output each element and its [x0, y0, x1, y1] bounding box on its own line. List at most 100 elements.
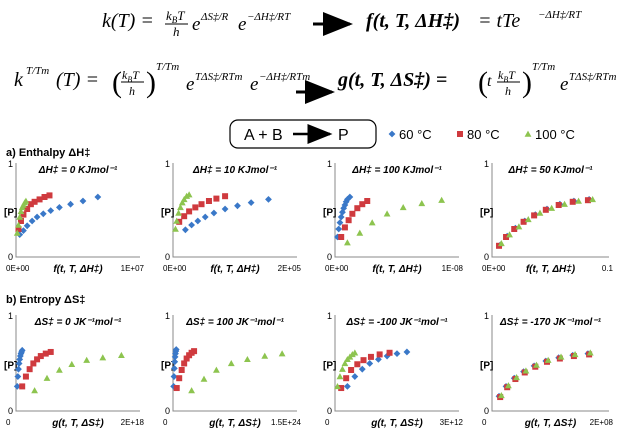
legend-label: 60 °C [399, 127, 432, 142]
data-point [522, 367, 530, 374]
data-point [338, 234, 345, 240]
data-point [334, 383, 341, 390]
panels: 1 0 [P] ΔH‡ = 0 KJmol⁻¹ 0E+00 1E+07 f(t, T, ΔH… [4, 159, 614, 429]
axis-lines [15, 315, 140, 412]
data-point [335, 225, 343, 233]
axis-lines [491, 163, 609, 258]
data-point [16, 213, 24, 220]
legend: 60 °C 80 °C 100 °C [388, 127, 575, 142]
data-point [213, 195, 220, 202]
y-tick-label: 0 [8, 252, 13, 262]
data-point [345, 217, 352, 224]
svg-text:−ΔH‡/RT: −ΔH‡/RT [538, 9, 582, 21]
svg-text:e: e [250, 74, 258, 95]
data-point [178, 199, 186, 206]
axis-lines [491, 315, 609, 412]
data-point [403, 348, 411, 356]
data-point [17, 208, 25, 215]
data-point [340, 204, 348, 212]
y-axis-label: [P] [323, 360, 336, 371]
svg-text:h: h [129, 84, 135, 98]
data-point [503, 234, 510, 240]
data-point [339, 208, 346, 216]
svg-text:e: e [238, 14, 246, 35]
data-point [213, 366, 220, 373]
x-tick-label: 0.1 [602, 264, 614, 273]
data-point [46, 192, 53, 199]
svg-text:e: e [560, 74, 568, 95]
data-point [337, 213, 345, 221]
legend-label: 80 °C [467, 127, 500, 142]
data-point [56, 204, 63, 211]
data-point [393, 350, 401, 357]
svg-text:kBT: kBT [498, 68, 516, 84]
y-tick-label: 1 [327, 311, 332, 321]
data-point [520, 218, 527, 225]
data-point [20, 211, 27, 218]
svg-text:TΔS‡/RTm: TΔS‡/RTm [195, 71, 242, 83]
axis-lines [172, 315, 297, 412]
data-point [349, 210, 356, 217]
chart-panel-b3: 1 0 [P] ΔS‡ = -100 JK⁻¹mol⁻¹ 0 3E+12 g(t, T, Δ… [323, 311, 464, 429]
data-point [341, 224, 348, 231]
data-point [201, 213, 209, 221]
x-tick-label: 2E+18 [121, 418, 145, 427]
data-point [354, 361, 361, 368]
data-point [339, 365, 346, 372]
data-point [386, 349, 393, 356]
data-point [555, 202, 562, 208]
data-point [191, 348, 198, 355]
data-point [375, 355, 382, 363]
data-point [18, 346, 26, 354]
svg-text:(: ( [478, 66, 488, 99]
data-point [175, 209, 182, 216]
svg-text:(T) =: (T) = [56, 69, 99, 91]
y-axis-label: [P] [480, 207, 493, 218]
y-axis-label: [P] [480, 360, 493, 371]
data-point [205, 198, 212, 204]
panel-title: ΔH‡ = 0 KJmol⁻¹ [38, 165, 118, 176]
data-point [351, 349, 359, 356]
data-point [170, 364, 178, 372]
data-point [47, 348, 54, 355]
data-point [376, 351, 383, 358]
data-point [346, 193, 354, 201]
data-point [36, 196, 43, 203]
data-point [39, 210, 47, 218]
x-tick-label: 0 [482, 418, 487, 427]
x-axis-label: f(t, T, ΔH‡) [53, 264, 103, 275]
data-point [173, 217, 181, 224]
x-tick-label: 2E+08 [590, 418, 614, 427]
data-point [359, 201, 366, 208]
data-point [83, 356, 91, 363]
x-tick-label: 2E+05 [278, 264, 302, 273]
data-point [548, 204, 556, 211]
data-point [198, 201, 205, 208]
y-tick-label: 0 [484, 252, 489, 262]
y-tick-label: 1 [165, 311, 170, 321]
data-point [351, 373, 359, 380]
y-tick-label: 0 [165, 406, 170, 416]
svg-text:h: h [173, 24, 180, 39]
data-point [181, 213, 188, 220]
data-point [584, 197, 591, 204]
panel-title: ΔH‡ = 10 KJmol⁻¹ [192, 165, 278, 176]
data-point [99, 354, 107, 361]
data-point [178, 367, 185, 373]
data-point [15, 365, 22, 373]
data-point [354, 205, 361, 212]
svg-text:T/Tm: T/Tm [26, 65, 49, 77]
reaction-box: A + B P [229, 119, 377, 149]
equation-row-1: k(T) = kBT h e ΔS‡/R e −ΔH‡/RT f(t, T, Δ… [102, 8, 582, 39]
x-tick-label: 0E+00 [482, 264, 506, 273]
data-point [341, 360, 349, 367]
axis-lines [172, 163, 297, 258]
data-point [43, 374, 51, 381]
data-point [364, 198, 371, 204]
data-point [506, 231, 513, 238]
data-point [571, 351, 579, 358]
panel-title: ΔS‡ = 100 JK⁻¹mol⁻¹ [185, 317, 284, 328]
x-tick-label: 1E+07 [121, 264, 145, 273]
data-point [41, 194, 48, 200]
data-point [27, 201, 34, 208]
